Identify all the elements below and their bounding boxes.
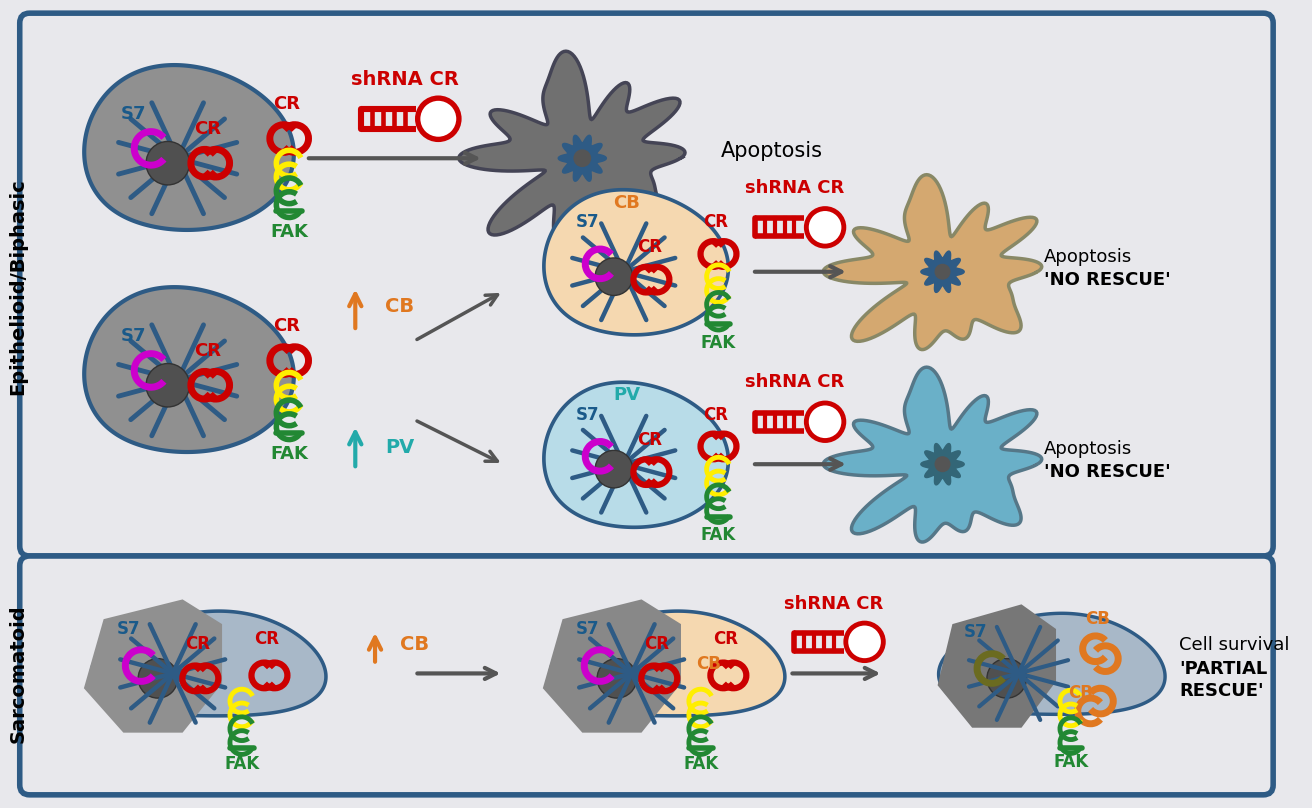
Text: FAK: FAK (270, 223, 308, 242)
Text: 'PARTIAL: 'PARTIAL (1179, 659, 1267, 677)
Circle shape (807, 403, 844, 440)
Text: CB: CB (1068, 684, 1093, 702)
Text: FAK: FAK (701, 526, 736, 545)
Text: Sarcomatoid: Sarcomatoid (8, 604, 28, 743)
Text: Apoptosis: Apoptosis (1044, 440, 1132, 458)
Text: CR: CR (194, 342, 220, 360)
Polygon shape (824, 367, 1042, 542)
Text: RESCUE': RESCUE' (1179, 682, 1263, 701)
Circle shape (146, 141, 189, 185)
Polygon shape (550, 611, 785, 716)
Text: CR: CR (255, 630, 279, 648)
Text: FAK: FAK (701, 334, 736, 351)
Text: shRNA CR: shRNA CR (745, 373, 844, 391)
FancyBboxPatch shape (20, 556, 1273, 795)
Text: S7: S7 (963, 623, 987, 641)
Polygon shape (544, 382, 728, 528)
Circle shape (597, 659, 636, 698)
Polygon shape (544, 190, 728, 335)
Circle shape (573, 149, 592, 167)
Text: CR: CR (703, 213, 728, 231)
Circle shape (934, 457, 950, 472)
Text: Apoptosis: Apoptosis (1044, 248, 1132, 266)
Text: CR: CR (712, 630, 737, 648)
Polygon shape (938, 604, 1056, 728)
Text: CB: CB (613, 194, 640, 212)
Text: S7: S7 (121, 105, 146, 123)
Text: Epithelioid/Biphasic: Epithelioid/Biphasic (8, 179, 28, 395)
Circle shape (596, 450, 632, 488)
Text: S7: S7 (117, 620, 140, 638)
Polygon shape (84, 600, 222, 733)
Text: S7: S7 (576, 213, 600, 231)
Circle shape (138, 659, 177, 698)
Polygon shape (84, 287, 294, 452)
Polygon shape (824, 175, 1042, 350)
Circle shape (417, 98, 459, 140)
Text: PV: PV (613, 386, 640, 404)
Circle shape (934, 263, 950, 280)
Text: S7: S7 (576, 620, 600, 638)
Text: CB: CB (697, 654, 722, 672)
Circle shape (596, 258, 632, 296)
FancyBboxPatch shape (20, 13, 1273, 556)
Polygon shape (84, 65, 294, 230)
Text: CB: CB (400, 635, 429, 654)
Text: CB: CB (1085, 610, 1110, 628)
Circle shape (987, 659, 1026, 698)
Text: FAK: FAK (224, 755, 260, 773)
Text: CR: CR (273, 95, 299, 113)
Text: 'NO RESCUE': 'NO RESCUE' (1044, 463, 1170, 481)
Text: CR: CR (644, 635, 669, 653)
Text: FAK: FAK (1054, 753, 1089, 772)
Text: Cell survival: Cell survival (1179, 636, 1290, 654)
Circle shape (807, 208, 844, 246)
Polygon shape (92, 611, 325, 716)
Text: CR: CR (273, 317, 299, 335)
Circle shape (146, 364, 189, 407)
Text: CR: CR (185, 635, 210, 653)
Polygon shape (938, 613, 1165, 714)
Text: Apoptosis: Apoptosis (720, 141, 823, 162)
Text: shRNA CR: shRNA CR (745, 179, 844, 197)
Polygon shape (543, 600, 681, 733)
Text: PV: PV (384, 438, 415, 457)
Text: FAK: FAK (684, 755, 719, 773)
Polygon shape (921, 444, 964, 485)
Text: S7: S7 (576, 406, 600, 424)
Polygon shape (558, 135, 606, 181)
Text: S7: S7 (121, 327, 146, 345)
Polygon shape (921, 251, 964, 292)
Text: CR: CR (703, 406, 728, 424)
Text: 'NO RESCUE': 'NO RESCUE' (1044, 271, 1170, 288)
Text: shRNA CR: shRNA CR (785, 595, 883, 613)
Text: shRNA CR: shRNA CR (350, 69, 459, 89)
Text: CR: CR (194, 120, 220, 137)
Text: CR: CR (636, 431, 663, 448)
Text: CR: CR (636, 238, 663, 256)
Polygon shape (459, 51, 685, 244)
Circle shape (846, 623, 883, 661)
Text: CB: CB (384, 297, 415, 316)
Text: FAK: FAK (270, 445, 308, 463)
